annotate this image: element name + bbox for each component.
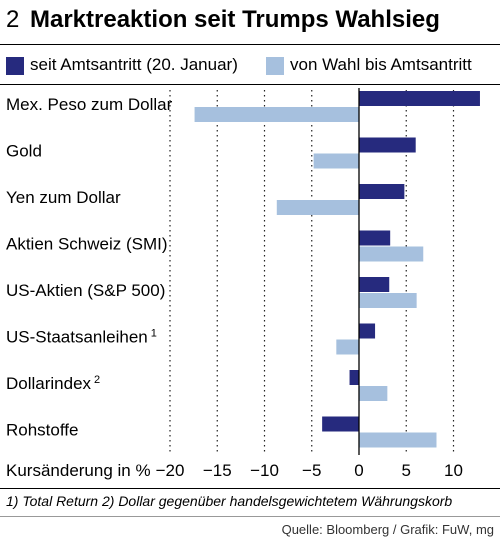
- chart-number: 2: [6, 6, 20, 33]
- bar-series-2: [313, 153, 359, 169]
- header-rule: [0, 44, 500, 45]
- x-axis-title: Kursänderung in %: [6, 461, 151, 480]
- bar-series-1: [349, 370, 359, 385]
- legend-swatch-series-1: [6, 57, 24, 75]
- legend-label-series-2: von Wahl bis Amtsantritt: [290, 55, 472, 74]
- category-label: US-Staatsanleihen 1: [6, 328, 157, 347]
- chart-title: Marktreaktion seit Trumps Wahlsieg: [30, 6, 440, 33]
- bar-series-1: [359, 323, 376, 339]
- x-tick-label: 10: [444, 461, 463, 480]
- bar-series-2: [359, 293, 417, 308]
- x-tick-label: −20: [156, 461, 185, 480]
- bar-series-2: [276, 200, 359, 215]
- footer-rule: [0, 516, 500, 517]
- footnote-marker: 1: [151, 328, 157, 340]
- bar-series-1: [359, 91, 480, 106]
- chart-header: 2 Marktreaktion seit Trumps Wahlsieg: [0, 0, 500, 44]
- x-tick-label: −10: [250, 461, 279, 480]
- x-tick-label: 0: [354, 461, 363, 480]
- x-tick-label: −15: [203, 461, 232, 480]
- source-credit: Quelle: Bloomberg / Grafik: FuW, mg: [281, 522, 494, 537]
- category-label: Mex. Peso zum Dollar: [6, 95, 173, 114]
- x-tick-label: 5: [402, 461, 411, 480]
- category-label: Rohstoffe: [6, 421, 78, 440]
- legend-label-series-1: seit Amtsantritt (20. Januar): [30, 55, 238, 74]
- x-tick-label: −5: [302, 461, 321, 480]
- bar-series-1: [359, 277, 390, 292]
- category-label: Aktien Schweiz (SMI): [6, 235, 168, 254]
- legend-rule: [0, 84, 500, 85]
- legend: seit Amtsantritt (20. Januar) von Wahl b…: [0, 54, 500, 80]
- legend-swatch-series-2: [266, 57, 284, 75]
- bar-series-1: [322, 416, 359, 432]
- category-label: US-Aktien (S&P 500): [6, 281, 165, 300]
- bar-series-2: [359, 432, 437, 448]
- bar-series-2: [194, 107, 359, 122]
- bar-series-2: [336, 339, 359, 355]
- bar-series-2: [359, 386, 388, 401]
- bar-series-2: [359, 246, 424, 262]
- bar-series-1: [359, 184, 405, 199]
- footnote-marker: 2: [94, 374, 100, 386]
- bar-series-1: [359, 137, 416, 153]
- bar-chart: Mex. Peso zum Dollar Gold Yen zum Dollar Ak…: [6, 88, 480, 480]
- bar-series-1: [359, 230, 391, 246]
- category-label: Dollarindex 2: [6, 374, 100, 393]
- footnotes: 1) Total Return 2) Dollar gegenüber hand…: [6, 493, 453, 509]
- category-label: Gold: [6, 142, 42, 161]
- axis-rule: [0, 488, 500, 489]
- category-label: Yen zum Dollar: [6, 188, 121, 207]
